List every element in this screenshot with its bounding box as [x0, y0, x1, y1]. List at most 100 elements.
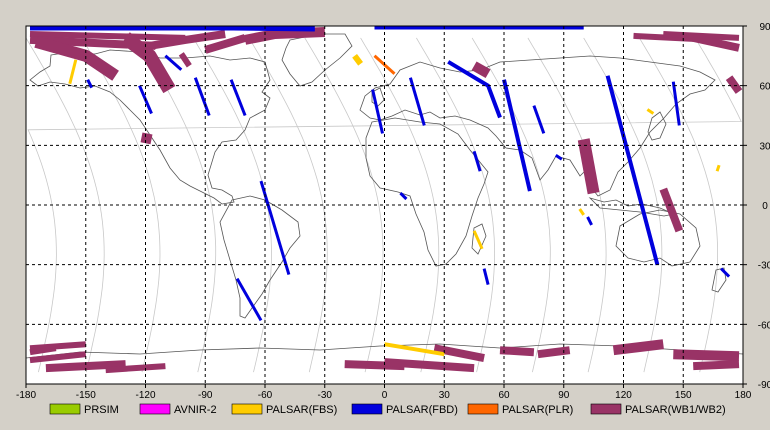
swath-palsar-fbs	[578, 208, 585, 216]
swath-palsar-fbd	[371, 89, 384, 134]
swath-palsar-fbd	[502, 79, 532, 192]
swath-palsar-wb1-wb2	[244, 27, 326, 45]
x-tick-label: 120	[615, 390, 632, 401]
legend-item: PRSIM	[49, 403, 119, 416]
swath-palsar-fbs	[352, 54, 363, 66]
swath-palsar-wb1-wb2	[384, 358, 475, 373]
swath-palsar-fbd	[720, 267, 731, 278]
swath-palsar-wb1-wb2	[45, 360, 126, 373]
swath-palsar-fbd	[193, 77, 211, 117]
x-axis-ticks: -180 -150 -120 -90 -60 -30 0 30 60 90 120 150 180	[16, 384, 752, 401]
x-tick-label: -150	[76, 390, 96, 401]
swath-palsar-wb1-wb2	[692, 33, 740, 52]
legend-swatch	[467, 403, 499, 415]
indonesia-outline	[588, 197, 676, 217]
greenland-outline	[281, 33, 353, 87]
legend-swatch	[49, 403, 81, 415]
orbit-track	[137, 37, 217, 373]
swath-palsar-wb1-wb2	[433, 344, 485, 363]
orbit-track	[81, 37, 161, 373]
legend-label: AVNIR-2	[174, 404, 217, 416]
orbit-track	[639, 37, 718, 373]
acquisition-swaths	[29, 25, 743, 374]
swath-palsar-fbd	[554, 154, 563, 161]
swath-palsar-fbs	[472, 230, 484, 250]
y-tick-label: 30	[759, 141, 770, 152]
swath-palsar-wb1-wb2	[204, 34, 247, 54]
x-tick-label: -90	[198, 390, 213, 401]
legend-swatch	[590, 403, 622, 415]
orbit-track	[527, 37, 607, 373]
uk-outline	[371, 87, 385, 107]
swath-palsar-fbd	[145, 26, 315, 32]
legend: PRSIM AVNIR-2 PALSAR(FBS) PALSAR(FBD) PALSAR…	[49, 403, 726, 416]
swath-palsar-wb1-wb2	[121, 32, 176, 94]
japan-outline	[647, 111, 667, 141]
y-tick-label: -30	[758, 261, 770, 272]
swath-palsar-fbd	[482, 268, 490, 285]
swath-palsar-fbd	[671, 81, 681, 126]
legend-item: PALSAR(FBD)	[351, 403, 458, 416]
plot-area	[25, 25, 744, 385]
south-america-outline	[219, 195, 301, 319]
swath-palsar-wb1-wb2	[140, 132, 153, 145]
swath-palsar-wb1-wb2	[34, 36, 119, 81]
swath-palsar-fbs	[68, 59, 78, 85]
swath-palsar-wb1-wb2	[725, 75, 743, 94]
legend-label: PRSIM	[84, 404, 119, 416]
y-tick-label: 60	[759, 82, 770, 93]
x-tick-label: 90	[558, 390, 570, 401]
x-tick-label: 30	[439, 390, 451, 401]
swath-palsar-fbd	[472, 150, 482, 172]
legend-swatch	[139, 403, 171, 415]
x-tick-label: 60	[498, 390, 510, 401]
y-tick-label: 0	[762, 201, 768, 212]
x-tick-label: -120	[135, 390, 155, 401]
legend-item: PALSAR(FBS)	[231, 403, 337, 416]
swath-palsar-wb1-wb2	[499, 346, 535, 357]
swath-palsar-wb1-wb2	[29, 31, 186, 41]
x-tick-label: -60	[258, 390, 273, 401]
swath-palsar-fbs	[646, 108, 655, 115]
swath-palsar-fbs	[384, 342, 445, 357]
orbit-track	[304, 37, 384, 373]
legend-swatch	[351, 403, 383, 415]
swath-palsar-fbd	[86, 79, 94, 89]
x-tick-label: 150	[675, 390, 692, 401]
swath-palsar-wb1-wb2	[612, 339, 664, 356]
swath-palsar-fbd	[532, 105, 546, 134]
swath-palsar-fbd	[586, 216, 593, 226]
x-tick-label: -180	[16, 390, 36, 401]
swath-palsar-fbs	[715, 164, 721, 172]
y-tick-label: 90	[759, 22, 770, 33]
y-axis-ticks: 90 60 30 0 -30 -60 -90	[743, 22, 770, 391]
legend-label: PALSAR(PLR)	[502, 404, 573, 416]
swath-palsar-wb1-wb2	[148, 30, 226, 50]
legend-label: PALSAR(FBS)	[266, 404, 337, 416]
swath-palsar-wb1-wb2	[537, 346, 571, 359]
legend-item: AVNIR-2	[139, 403, 217, 416]
australia-outline	[615, 209, 701, 267]
x-tick-label: -30	[318, 390, 333, 401]
swath-palsar-fbd	[259, 180, 291, 276]
swath-palsar-fbd	[235, 277, 263, 322]
swath-palsar-fbd	[605, 75, 660, 266]
swath-palsar-fbd	[164, 54, 183, 71]
swath-palsar-wb1-wb2	[693, 360, 740, 371]
swath-palsar-wb1-wb2	[577, 138, 600, 195]
swath-palsar-wb1-wb2	[29, 341, 87, 352]
north-america-outline	[29, 49, 271, 205]
swath-palsar-wb1-wb2	[471, 61, 491, 79]
x-tick-label: 0	[382, 390, 388, 401]
legend-label: PALSAR(WB1/WB2)	[625, 404, 726, 416]
swath-palsar-wb1-wb2	[178, 52, 192, 68]
legend-swatch	[231, 403, 263, 415]
legend-label: PALSAR(FBD)	[386, 404, 458, 416]
swath-palsar-fbd	[229, 79, 247, 117]
y-tick-label: -60	[758, 320, 770, 331]
x-tick-label: 180	[735, 390, 752, 401]
swath-palsar-wb1-wb2	[673, 349, 740, 362]
y-tick-label: -90	[758, 380, 770, 391]
swath-palsar-wb1-wb2	[29, 351, 87, 364]
